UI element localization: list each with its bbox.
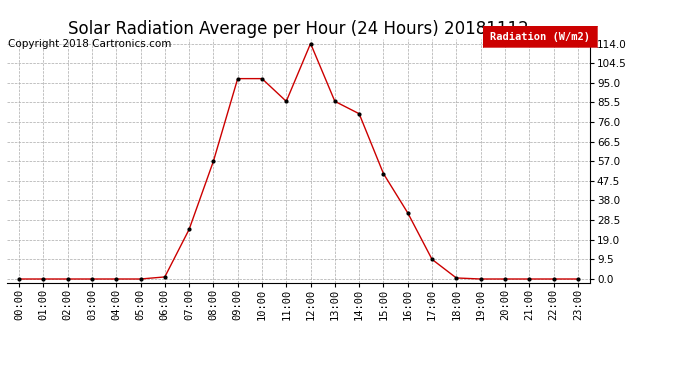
Text: Copyright 2018 Cartronics.com: Copyright 2018 Cartronics.com: [8, 39, 172, 50]
Title: Solar Radiation Average per Hour (24 Hours) 20181112: Solar Radiation Average per Hour (24 Hou…: [68, 20, 529, 38]
Text: Radiation (W/m2): Radiation (W/m2): [490, 32, 590, 42]
